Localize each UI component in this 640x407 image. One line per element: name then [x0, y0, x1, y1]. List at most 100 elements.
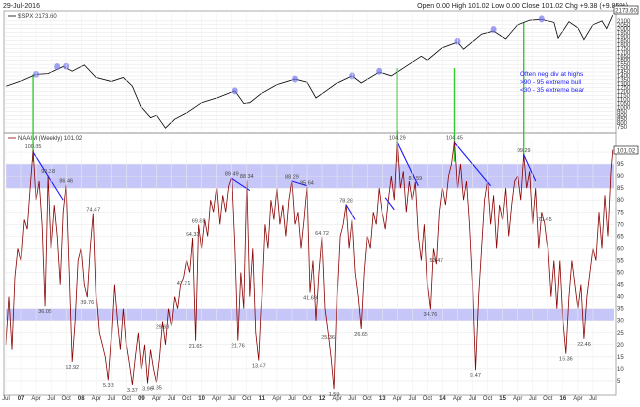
point-label: 34.76 [424, 312, 438, 318]
y-tick-label-naaim: 80 [617, 198, 624, 204]
x-tick-label: Jul [589, 396, 597, 402]
point-label: 5.33 [103, 383, 114, 389]
y-tick-label-naaim: 25 [617, 331, 624, 337]
point-label: 22.46 [577, 342, 591, 348]
y-tick-label-naaim: 65 [617, 234, 624, 240]
x-tick-label: Apr [212, 396, 221, 402]
naaim-line [5, 141, 614, 390]
y-tick-label-spx: 1100 [617, 98, 631, 104]
y-tick-label-naaim: 15 [617, 355, 624, 361]
divergence-line [384, 197, 395, 211]
y-tick-label-spx: 1200 [617, 90, 631, 96]
y-tick-label-spx: 850 [617, 117, 628, 123]
x-tick-label: Apr [573, 396, 582, 402]
x-tick-label: Apr [152, 396, 161, 402]
naaim-last-badge [613, 145, 639, 155]
x-tick-label: Oct [302, 396, 312, 402]
annotation-divergence: Often neg div at highs [520, 71, 584, 78]
y-tick-label-naaim: 95 [617, 162, 624, 168]
y-tick-label-spx: 1300 [617, 82, 631, 88]
point-label: 29.69 [156, 324, 170, 330]
point-label: 47.71 [177, 281, 191, 287]
y-tick-label-spx: 1250 [617, 86, 631, 92]
y-tick-label-spx: 1000 [617, 105, 631, 111]
spx-last-badge [613, 5, 639, 15]
point-label: 16.36 [559, 357, 573, 363]
x-tick-label: 16 [559, 396, 566, 402]
point-label: 12.92 [65, 365, 79, 371]
y-tick-label-naaim: 30 [617, 319, 624, 325]
high-marker [231, 87, 238, 95]
y-tick-label-naaim: 10 [617, 367, 624, 373]
point-label: 39.76 [80, 300, 94, 306]
x-tick-label: Apr [272, 396, 281, 402]
y-tick-label-spx: 1400 [617, 74, 631, 80]
y-tick-label-spx: 1050 [617, 101, 631, 107]
x-tick-label: 12 [319, 396, 326, 402]
x-tick-label: Oct [182, 396, 192, 402]
high-marker [54, 62, 61, 70]
point-label: 26.65 [354, 332, 368, 338]
x-tick-label: Jul [348, 396, 356, 402]
y-tick-label-naaim: 70 [617, 222, 624, 228]
naaim-panel [3, 132, 617, 396]
x-tick-label: Jul [47, 396, 55, 402]
x-tick-label: 10 [198, 396, 205, 402]
naaim-legend: NAAIM (Weekly) 101.02 [18, 136, 83, 142]
naaim-last-value: 101.02 [617, 149, 636, 155]
point-label: 74.47 [86, 208, 100, 214]
x-tick-label: Apr [393, 396, 402, 402]
y-tick-label-spx: 2050 [617, 23, 631, 29]
point-label: 3.37 [127, 388, 138, 394]
x-tick-label: Jul [168, 396, 176, 402]
y-tick-label-spx: 1900 [617, 35, 631, 41]
sentiment-band [6, 308, 614, 321]
point-label: 100.85 [25, 144, 42, 150]
point-label: 69.88 [192, 219, 206, 225]
annotation-bear: <30 - 35 extreme bear [520, 87, 585, 94]
spx-legend: $SPX 2173.60 [18, 14, 57, 20]
x-tick-label: Jul [2, 396, 10, 402]
x-tick-label: Jul [529, 396, 537, 402]
point-label: 36.05 [38, 309, 52, 315]
y-tick-label-spx: 2100 [617, 19, 631, 25]
y-tick-label-naaim: 90 [617, 174, 624, 180]
x-tick-label: Jul [288, 396, 296, 402]
spx-last-value: 2173.60 [615, 9, 637, 15]
divergence-line [32, 151, 64, 201]
x-tick-label: 09 [138, 396, 145, 402]
y-tick-label-spx: 900 [617, 113, 628, 119]
y-tick-label-naaim: 85 [617, 186, 624, 192]
x-tick-label: Apr [31, 396, 40, 402]
y-tick-label-naaim: 55 [617, 258, 624, 264]
x-tick-label: Oct [483, 396, 493, 402]
x-tick-label: 07 [18, 396, 25, 402]
y-tick-label-spx: 1500 [617, 66, 631, 72]
x-tick-label: Apr [513, 396, 522, 402]
point-label: 1.59 [329, 392, 340, 398]
point-label: 41.69 [303, 296, 317, 302]
point-label: 90.38 [41, 169, 55, 175]
y-tick-label-spx: 1750 [617, 46, 631, 52]
point-label: 25.36 [321, 335, 335, 341]
x-tick-label: 15 [499, 396, 506, 402]
y-tick-label-naaim: 45 [617, 283, 624, 289]
point-label: 21.76 [231, 344, 245, 350]
x-tick-label: Oct [242, 396, 252, 402]
divergence-line [291, 180, 308, 187]
y-tick-label-spx: 1700 [617, 50, 631, 56]
y-tick-label-spx: 1550 [617, 62, 631, 68]
divergence-line [345, 204, 356, 220]
high-marker [291, 75, 298, 83]
x-tick-label: Apr [332, 396, 341, 402]
y-tick-label-spx: 750 [617, 125, 628, 131]
point-label: 87.59 [408, 176, 422, 182]
point-label: 64.31 [186, 232, 200, 238]
y-tick-label-spx: 1850 [617, 39, 631, 45]
x-tick-label: Jul [228, 396, 236, 402]
x-tick-label: Oct [62, 396, 72, 402]
x-tick-label: Oct [423, 396, 433, 402]
y-tick-label-spx: 1350 [617, 78, 631, 84]
